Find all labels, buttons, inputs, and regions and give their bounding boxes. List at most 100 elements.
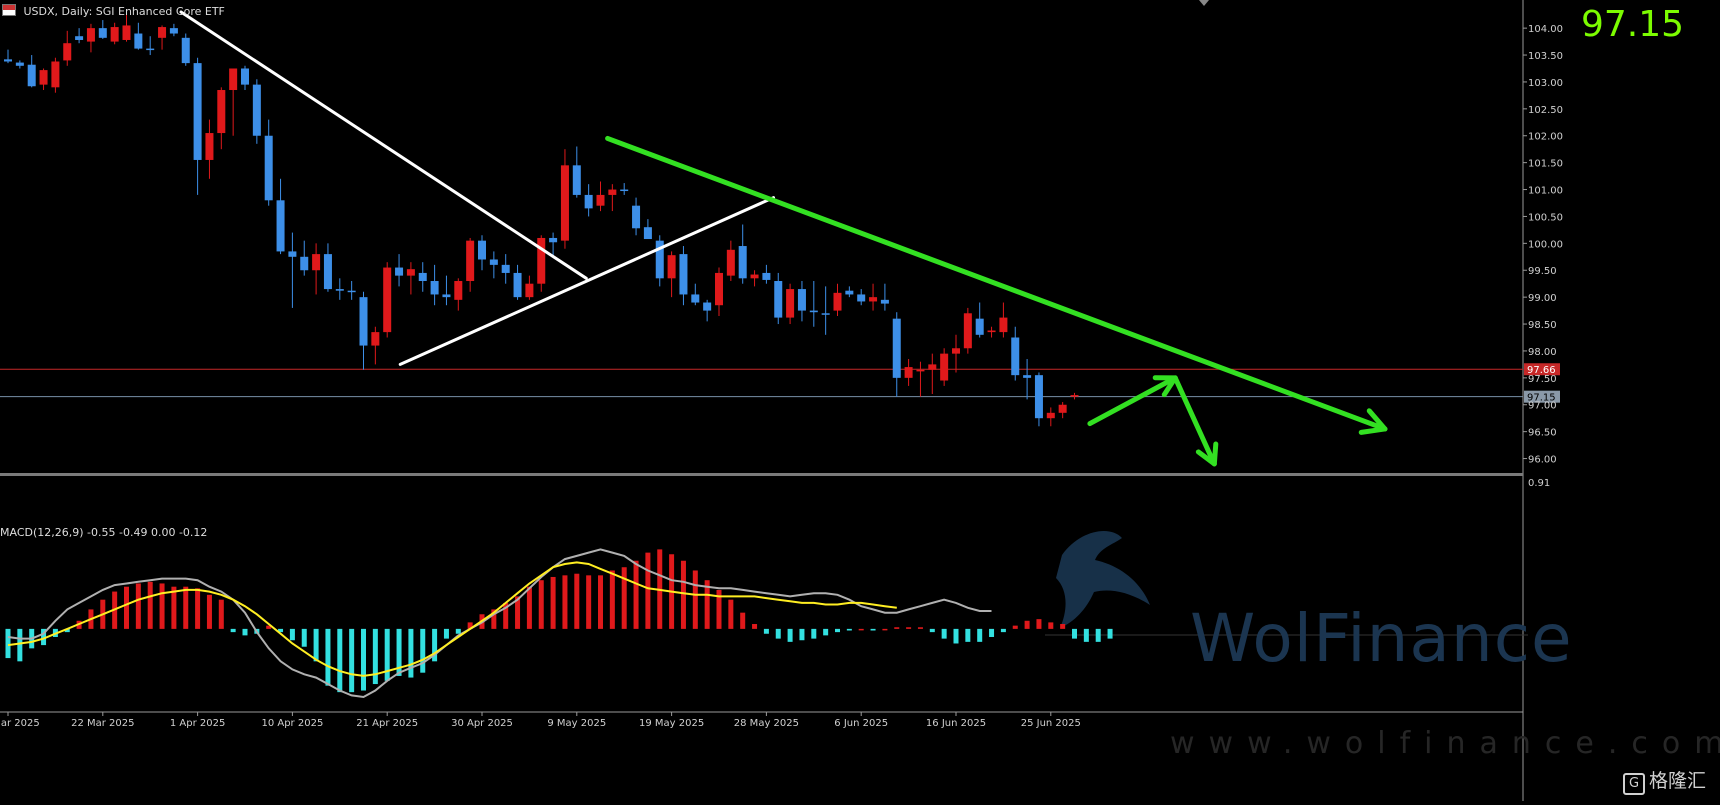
macd-hist-positive [894, 627, 900, 629]
candle-up [750, 274, 759, 279]
green-trendline [605, 135, 1388, 432]
candle-up [952, 348, 960, 354]
macd-hist-positive [645, 552, 651, 629]
candle-down [323, 254, 332, 290]
macd-hist-positive [1048, 622, 1054, 629]
candle-down [300, 256, 309, 271]
macd-hist-positive [467, 622, 473, 629]
candle-up [715, 272, 723, 306]
candle-down [264, 135, 273, 201]
macd-hist-negative [775, 628, 781, 639]
candle-up [667, 255, 676, 279]
candle-down [880, 299, 889, 304]
x-tick-label: 21 Apr 2025 [356, 718, 418, 729]
macd-hist-positive [562, 575, 568, 629]
macd-hist-negative [242, 628, 248, 636]
macd-hist-negative [455, 628, 461, 634]
candle-down [252, 84, 261, 136]
macd-header: MACD(12,26,9) -0.55 -0.49 0.00 -0.12 [0, 526, 208, 539]
macd-hist-negative [5, 628, 11, 659]
candle-up [916, 369, 925, 372]
macd-hist-negative [17, 628, 23, 662]
candle-up [312, 254, 321, 271]
macd-hist-positive [538, 580, 544, 629]
macd-hist-positive [586, 575, 592, 629]
y-tick-label: 102.50 [1528, 105, 1563, 116]
y-tick-label: 102.00 [1528, 132, 1563, 143]
y-tick-label: 100.00 [1528, 239, 1563, 250]
candle-down [738, 246, 747, 279]
y-tick-label: 97.50 [1528, 374, 1557, 385]
y-tick-label: 104.00 [1528, 24, 1563, 35]
macd-hist-positive [609, 570, 615, 629]
candle-down [27, 64, 36, 87]
macd-hist-negative [384, 628, 390, 681]
candle-down [276, 200, 285, 252]
macd-hist-negative [64, 628, 70, 633]
y-tick-label: 96.00 [1528, 455, 1557, 466]
macd-hist-negative [811, 628, 817, 639]
macd-hist-positive [1012, 625, 1018, 629]
macd-hist-positive [633, 560, 639, 629]
candle-up [122, 25, 131, 40]
candle-up [205, 133, 214, 160]
scroll-marker-icon [1199, 0, 1209, 6]
x-tick-label: 19 May 2025 [639, 718, 704, 729]
macd-hist-positive [526, 586, 532, 629]
corner-logo-text: 格隆汇 [1648, 770, 1706, 792]
current-price-display: 97.15 [1580, 4, 1684, 45]
watermark-brand: WolFinance [1190, 600, 1573, 677]
macd-hist-positive [550, 576, 556, 629]
macd-hist-negative [799, 628, 805, 641]
macd-hist-negative [989, 628, 995, 637]
candle-up [928, 364, 937, 370]
candle-down [797, 289, 806, 311]
y-tick-label: 100.50 [1528, 212, 1563, 223]
macd-hist-positive [183, 586, 189, 629]
candle-up [1070, 395, 1079, 397]
macd-hist-positive [503, 602, 509, 629]
candle-down [478, 240, 486, 260]
candle-up [110, 27, 119, 42]
candle-down [75, 36, 84, 40]
macd-hist-positive [728, 599, 734, 629]
candle-down [821, 313, 830, 315]
macd-hist-negative [1072, 628, 1077, 639]
candle-down [347, 290, 356, 293]
candle-down [442, 294, 451, 298]
candle-down [584, 194, 593, 209]
macd-hist-negative [443, 628, 449, 639]
candle-down [679, 254, 688, 295]
macd-hist-positive [1060, 624, 1066, 629]
macd-hist-positive [147, 581, 153, 629]
candle-up [560, 165, 569, 241]
candle-down [146, 48, 155, 51]
macd-hist-negative [313, 628, 319, 662]
x-tick-label: 22 Mar 2025 [71, 718, 134, 729]
macd-hist-negative [787, 628, 793, 642]
watermark-url: www.wolfinance.com [1170, 726, 1720, 761]
macd-hist-negative [396, 628, 402, 676]
macd-hist-negative [349, 628, 355, 693]
candle-down [134, 33, 143, 49]
candle-down [975, 318, 984, 335]
candle-down [15, 62, 24, 66]
y-tick-label: 101.50 [1528, 159, 1563, 170]
macd-hist-negative [835, 628, 840, 633]
candle-down [774, 281, 783, 318]
macd-hist-positive [266, 625, 272, 629]
candle-up [86, 28, 95, 42]
gelonghui-logo-icon: G [1622, 773, 1645, 795]
macd-hist-positive [206, 594, 212, 629]
macd-hist-positive [1036, 619, 1042, 629]
pane-separator [0, 473, 1523, 476]
y-tick-label: 97.00 [1528, 401, 1557, 412]
candle-up [963, 313, 972, 349]
y-tick-label: 103.50 [1528, 51, 1563, 62]
candle-up [987, 330, 996, 333]
candle-down [193, 63, 202, 160]
candle-up [466, 240, 475, 282]
candle-up [217, 90, 226, 134]
candle-down [98, 28, 107, 38]
